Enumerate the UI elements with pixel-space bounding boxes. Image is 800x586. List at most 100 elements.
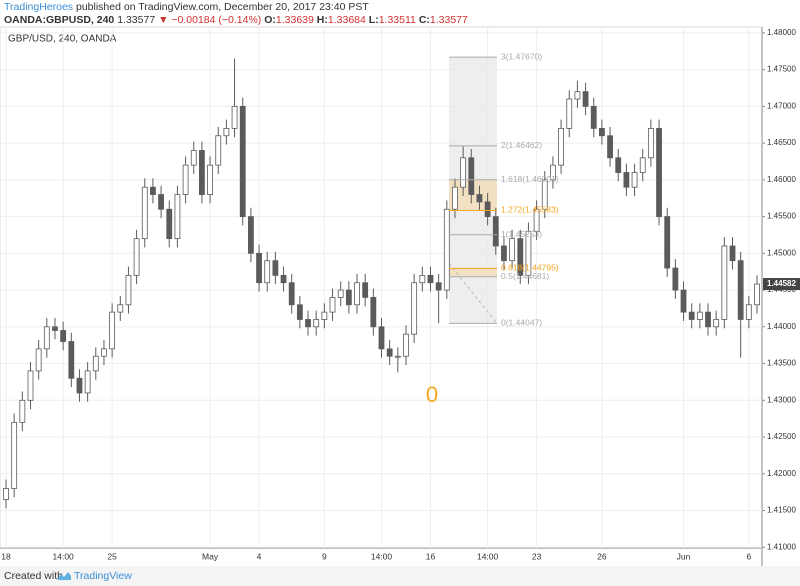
x-tick-label: 4 [257, 551, 262, 561]
footer: Created with TradingView [0, 566, 800, 586]
ohlc-key: C: [418, 14, 430, 26]
fib-label: 0(1.44047) [501, 318, 542, 328]
y-tick-label: 1.41500 [767, 506, 796, 515]
fib-label: 1(1.45253) [501, 229, 542, 239]
candle-body [231, 105, 238, 129]
candle-body [288, 282, 295, 306]
candle-body [125, 274, 132, 306]
x-tick-label: Jun [677, 551, 691, 561]
candle-body [141, 186, 148, 240]
published: published on TradingView.com, December 2… [75, 1, 369, 13]
candle-body [615, 157, 622, 173]
candle-body [256, 252, 262, 284]
brand[interactable]: TradingView [74, 570, 132, 582]
y-tick-label: 1.48000 [767, 28, 796, 37]
candle-body [190, 150, 197, 166]
candle-body [631, 172, 638, 188]
x-tick-label: 16 [426, 551, 436, 561]
candle-body [362, 282, 369, 298]
candle-body [672, 267, 679, 291]
candle-body [117, 304, 124, 313]
chart: GBP/USD, 240, OANDA 1.41000 1.41500 1.4200… [0, 26, 800, 566]
ohlc-key: O: [264, 14, 276, 26]
fib-label: 1.618(1.46001) [501, 174, 559, 184]
x-tick-label: 18 [1, 551, 11, 561]
candle-body [427, 274, 434, 284]
candle-body [713, 319, 720, 328]
annotation: 0 [426, 382, 438, 407]
candle-body [158, 194, 164, 210]
candle-body [582, 91, 589, 107]
author[interactable]: TradingHeroes [4, 1, 74, 13]
candle-body [721, 245, 728, 320]
candle-body [68, 341, 75, 379]
candle-body [590, 105, 597, 129]
fib-trend [448, 263, 498, 324]
candle-body [84, 370, 91, 394]
last-price-label: 1.44582 [767, 279, 796, 288]
x-tick-label: 23 [532, 551, 542, 561]
symbol-line: OANDA:GBPUSD, 240 1.33577 ▼ −0.00184 (−0… [4, 14, 468, 27]
candle-body [166, 208, 173, 240]
candle-body [452, 186, 458, 210]
candle-body [150, 186, 156, 195]
y-tick-label: 1.44000 [767, 322, 796, 331]
y-tick-label: 1.47000 [767, 101, 796, 110]
x-tick-label: 25 [107, 551, 117, 561]
created-with: Created with [4, 570, 63, 582]
candle-body [729, 245, 736, 262]
candle-body [313, 319, 320, 328]
candle-body [533, 208, 540, 232]
candle-body [509, 238, 516, 262]
candle-body [501, 245, 507, 262]
symbol: OANDA:GBPUSD, 240 [4, 14, 115, 26]
y-tick-label: 1.46500 [767, 138, 796, 147]
candle-body [656, 128, 662, 217]
candle-body [370, 297, 377, 328]
x-tick-label: 26 [597, 551, 607, 561]
candle-body [754, 283, 760, 306]
candle-body [264, 260, 271, 284]
candle-body [411, 282, 418, 335]
candle-body [664, 216, 671, 269]
candle-body [680, 289, 687, 313]
candle-body [688, 311, 695, 320]
candle-body [60, 330, 67, 342]
candle-body [272, 260, 279, 276]
candle-body [517, 238, 524, 276]
x-tick-label: 14:00 [477, 551, 499, 561]
x-tick-label: 14:00 [53, 551, 75, 561]
x-tick-label: May [202, 551, 219, 561]
candle-body [386, 348, 393, 357]
candle-body [550, 164, 556, 181]
candle-body [419, 274, 426, 284]
candle-body [247, 216, 254, 254]
candle-body [354, 282, 360, 306]
candle-body [207, 164, 213, 195]
candle-body [76, 377, 83, 394]
y-tick-label: 1.43500 [767, 359, 796, 368]
publish-line: TradingHeroes published on TradingView.c… [4, 1, 468, 14]
candle-body [133, 238, 140, 276]
fib-label: 0.5(1.44681) [501, 271, 549, 281]
candle-body [745, 304, 752, 320]
y-tick-label: 1.45500 [767, 212, 796, 221]
candle-body [19, 399, 26, 423]
candle-body [574, 91, 581, 100]
ohlc-key: H: [316, 14, 328, 26]
ohlc: O:1.33639 H:1.33684 L:1.33511 C:1.33577 [264, 14, 468, 26]
candle-body [435, 282, 442, 291]
x-tick-label: 14:00 [371, 551, 393, 561]
y-tick-label: 1.47500 [767, 65, 796, 74]
candle-body [394, 355, 401, 358]
candle-body [223, 128, 230, 137]
candle-body [215, 135, 222, 166]
y-tick-label: 1.42000 [767, 469, 796, 478]
candle-body [623, 172, 630, 188]
candle-body [101, 348, 107, 357]
y-tick-label: 1.45000 [767, 248, 796, 257]
candle-body [11, 421, 18, 489]
candle-body [607, 135, 613, 159]
fib-label: 3(1.47670) [501, 51, 542, 61]
candle-body [35, 348, 42, 372]
